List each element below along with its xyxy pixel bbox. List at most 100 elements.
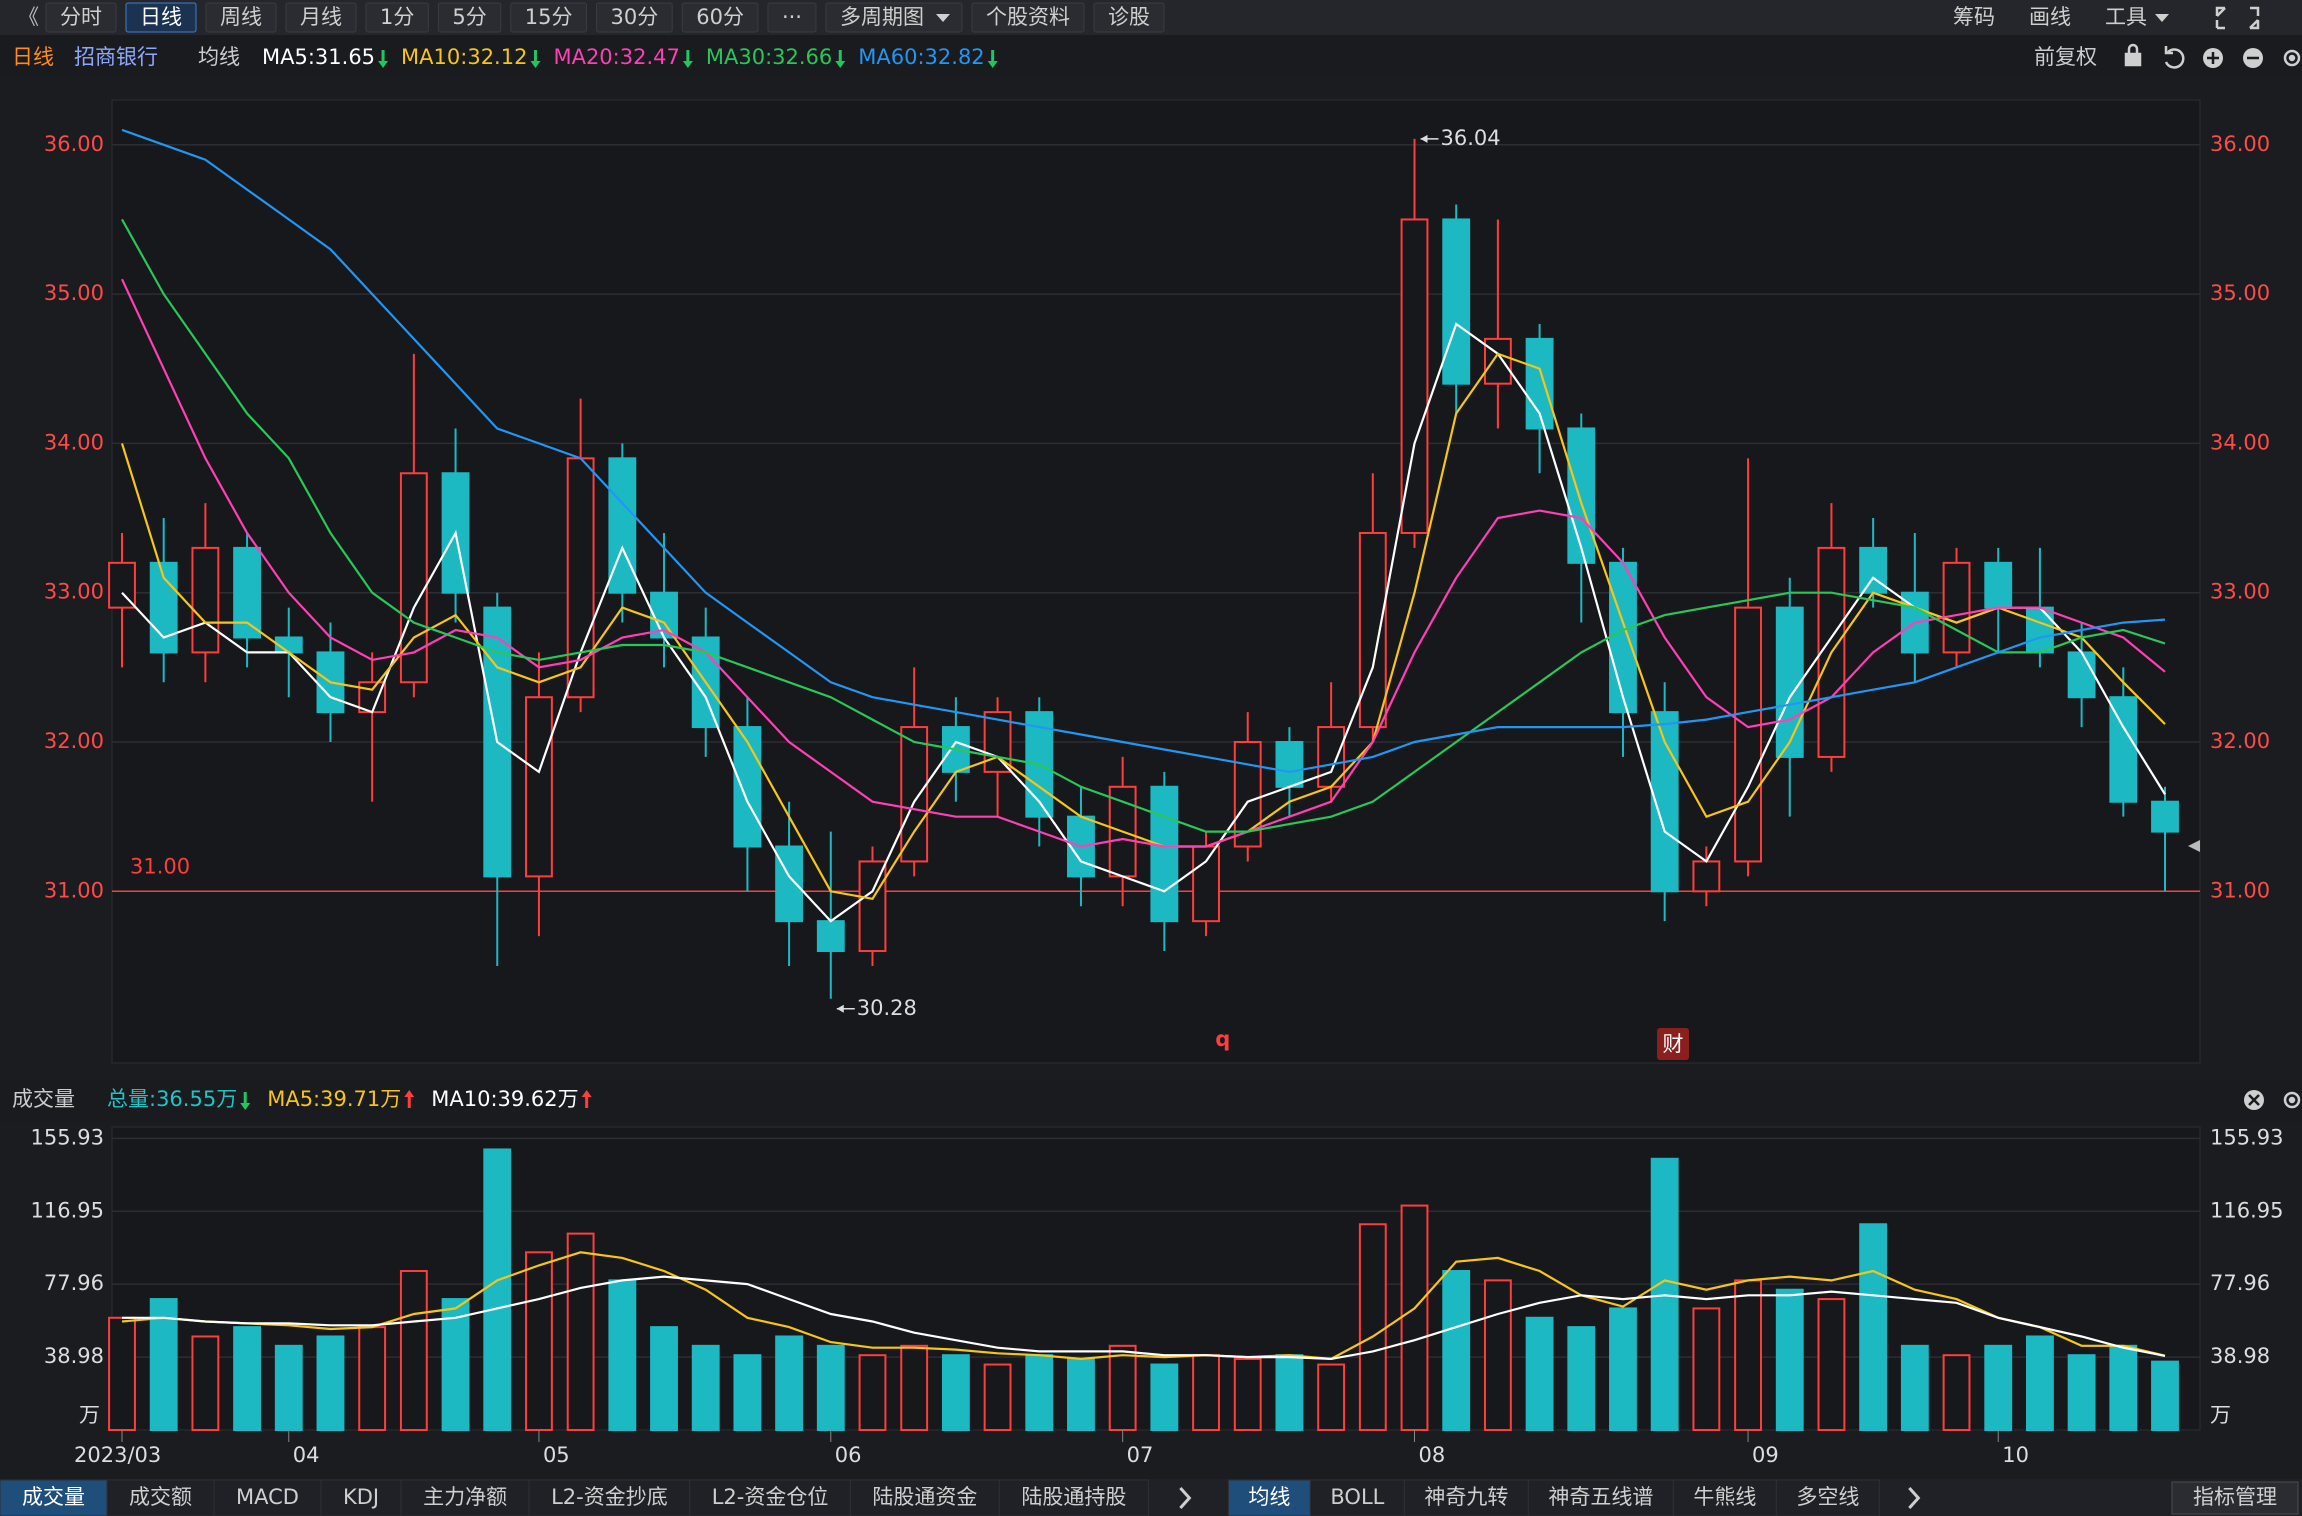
y-tick-label-right: 77.96 xyxy=(2210,1271,2270,1295)
indicator-tab[interactable] xyxy=(320,1479,402,1516)
y-tick-label-right: 35.00 xyxy=(2210,281,2270,305)
indicator-tab[interactable] xyxy=(213,1479,322,1516)
candle-body xyxy=(816,920,845,953)
indicator-tab[interactable] xyxy=(998,1479,1149,1516)
period-label: 日线 xyxy=(12,45,54,69)
volume-bar xyxy=(858,1354,887,1431)
volume-bar xyxy=(1859,1223,1888,1432)
back-button[interactable]: 《 xyxy=(18,5,39,29)
volume-bar xyxy=(1567,1326,1596,1432)
toolbar-button[interactable] xyxy=(971,2,1085,33)
candle-body xyxy=(2067,651,2096,699)
volume-bar xyxy=(191,1335,220,1431)
toolbar-button[interactable] xyxy=(1093,2,1165,33)
dropdown-caret xyxy=(2155,14,2169,22)
y-tick-label: 32.00 xyxy=(44,729,104,753)
candle-body xyxy=(2109,696,2138,803)
candle-body xyxy=(191,546,220,654)
tabs-scroll-chevron xyxy=(1179,1486,1192,1510)
volume-bar xyxy=(1900,1344,1929,1432)
volume-ma-legend: MA5:39.71万 xyxy=(267,1087,401,1111)
indicator-tab[interactable] xyxy=(1775,1479,1880,1516)
candle-body xyxy=(525,696,553,878)
indicator-tab-label: 主力净额 xyxy=(423,1485,507,1509)
toolbar-button[interactable] xyxy=(45,2,117,33)
toolbar-button-label: ··· xyxy=(782,5,802,29)
volume-bar xyxy=(566,1232,595,1431)
toolbar-button[interactable] xyxy=(285,2,357,33)
manage-button[interactable] xyxy=(2171,1481,2299,1515)
candle-body xyxy=(2025,606,2054,654)
candle-body xyxy=(1775,606,1804,758)
candle-body xyxy=(1192,845,1220,923)
indicator-tab[interactable] xyxy=(0,1479,108,1516)
indicator-tab[interactable] xyxy=(1309,1479,1405,1516)
volume-bar xyxy=(1525,1316,1554,1432)
x-tick-label: 08 xyxy=(1419,1443,1446,1467)
toolbar-button-label: 周线 xyxy=(220,5,262,29)
volume-header-bg xyxy=(0,1080,2302,1122)
volume-bar xyxy=(608,1279,637,1431)
indicator-tab[interactable] xyxy=(1227,1479,1311,1516)
indicator-tab-label: L2-资金仓位 xyxy=(712,1485,829,1509)
toolbar-right-button[interactable]: 工具 xyxy=(2105,5,2147,29)
indicator-tab[interactable] xyxy=(1527,1479,1674,1516)
candle-body xyxy=(1859,546,1888,594)
indicator-tab[interactable] xyxy=(400,1479,530,1516)
candle-body xyxy=(1692,860,1721,893)
stock-name[interactable]: 招商银行 xyxy=(74,45,158,69)
indicator-tab[interactable] xyxy=(1672,1479,1777,1516)
adjust-mode[interactable]: 前复权 xyxy=(2034,45,2097,69)
toolbar-button[interactable] xyxy=(681,2,759,33)
y-tick-label-right: 116.95 xyxy=(2210,1198,2283,1222)
volume-bar xyxy=(1734,1279,1762,1431)
toolbar-button[interactable] xyxy=(767,2,817,33)
annotation-label: 30.28 xyxy=(857,996,917,1020)
annotation-arrowhead xyxy=(1420,134,1428,143)
toolbar-button[interactable] xyxy=(205,2,277,33)
toolbar-right-button[interactable]: 画线 xyxy=(2029,5,2071,29)
annotation-label: 36.04 xyxy=(1441,126,1501,150)
indicator-tab[interactable] xyxy=(528,1479,691,1516)
volume-bar xyxy=(983,1363,1012,1431)
toolbar-button[interactable] xyxy=(595,2,673,33)
volume-bar xyxy=(1150,1363,1179,1431)
volume-bar xyxy=(1775,1288,1804,1431)
candle-body xyxy=(733,726,762,848)
toolbar-button[interactable] xyxy=(365,2,429,33)
y-tick-label: 34.00 xyxy=(44,430,104,454)
ma-legend: MA10:32.12 xyxy=(401,45,527,69)
volume-header-icons[interactable] xyxy=(2244,1090,2301,1110)
ma-line xyxy=(121,278,2166,848)
indicator-tab-label: 成交量 xyxy=(22,1485,85,1509)
y-tick-label-right: 32.00 xyxy=(2210,729,2270,753)
x-tick-label: 06 xyxy=(835,1443,862,1467)
price-pointer xyxy=(2188,840,2200,852)
trend-arrow-head xyxy=(530,61,541,68)
volume-bar xyxy=(358,1326,387,1432)
toolbar-button[interactable] xyxy=(825,2,963,33)
candle-body xyxy=(233,546,262,639)
y-tick-label: 155.93 xyxy=(31,1125,104,1149)
indicator-tab[interactable] xyxy=(106,1479,215,1516)
indicator-tab-label: 神奇九转 xyxy=(1424,1485,1508,1509)
volume-bar xyxy=(483,1148,512,1431)
trend-arrow-head xyxy=(987,61,998,68)
x-tick-label: 05 xyxy=(543,1443,570,1467)
y-tick-label-right: 31.00 xyxy=(2210,878,2270,902)
toolbar-button[interactable] xyxy=(510,2,587,33)
volume-bar xyxy=(775,1335,804,1431)
candle-body xyxy=(1734,606,1762,863)
candle-body xyxy=(108,561,136,609)
ma-legend: MA20:32.47 xyxy=(553,45,679,69)
volume-bar xyxy=(941,1354,970,1431)
toolbar-button[interactable] xyxy=(437,2,502,33)
toolbar-button[interactable] xyxy=(125,2,197,33)
event-marker: q xyxy=(1215,1027,1230,1051)
volume-bar xyxy=(1442,1270,1471,1432)
ma-legend: MA60:32.82 xyxy=(858,45,984,69)
header-icons[interactable] xyxy=(2124,6,2301,69)
indicator-tab-label: L2-资金抄底 xyxy=(551,1485,668,1509)
toolbar-right-button[interactable]: 筹码 xyxy=(1953,5,1995,29)
